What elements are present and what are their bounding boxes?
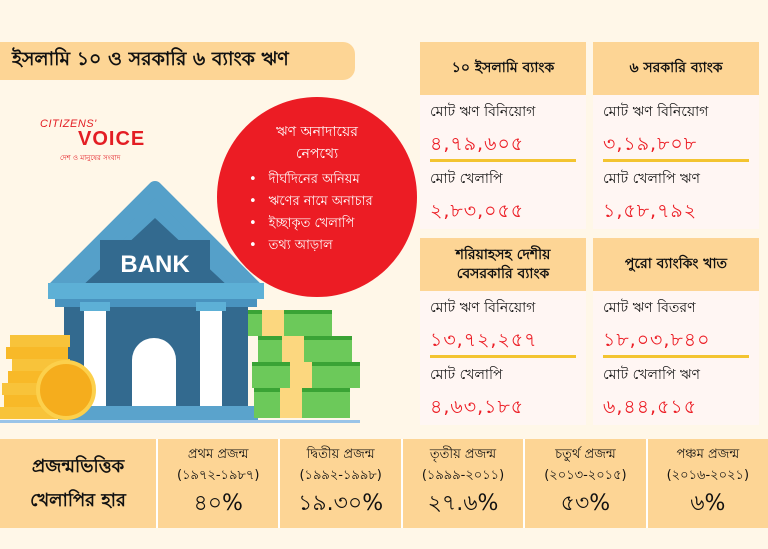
default-value: ৬,৪৪,৫১৫ — [603, 396, 698, 418]
loan-label: মোট ঋণ বিনিয়োগ — [430, 104, 536, 120]
generation-rate: ৫৩% — [560, 491, 611, 516]
cash-stack-icon — [248, 310, 360, 418]
coin-stack-icon — [0, 335, 96, 420]
reason-item: তথ্য আড়াল — [249, 235, 417, 257]
generation-name: দ্বিতীয় প্রজন্ম — [306, 447, 375, 462]
default-label: মোট খেলাপি — [430, 367, 503, 383]
generation-strip-title: প্রজন্মভিত্তিক খেলাপির হার — [0, 439, 158, 528]
default-label: মোট খেলাপি — [430, 171, 503, 187]
card-row-loan: মোট ঋণ বিনিয়োগ ১৩,৭২,২৫৭ — [430, 291, 576, 358]
generation-name: তৃতীয় প্রজন্ম — [429, 447, 497, 462]
citizens-voice-logo: CITIZENS' VOICE দেশ ও মানুষের সংবাদ — [38, 118, 150, 162]
page-title: ইসলামি ১০ ও সরকারি ৬ ব্যাংক ঋণ — [12, 48, 289, 70]
generation-rate: ৬% — [690, 491, 726, 516]
card-state-banks: ৬ সরকারি ব্যাংক মোট ঋণ বিনিয়োগ ৩,১৯,৮০৮… — [593, 42, 759, 229]
generation-rate: ২৭.৬% — [427, 491, 499, 516]
card-title: শরিয়াহসহ দেশীয় বেসরকারি ব্যাংক — [420, 238, 586, 291]
card-row-loan: মোট ঋণ বিনিয়োগ ৩,১৯,৮০৮ — [603, 95, 749, 162]
generation-rate: ১৯.৩০% — [298, 491, 384, 516]
card-banking-sector: পুরো ব্যাংকিং খাত মোট ঋণ বিতরণ ১৮,০৩,৮৪০… — [593, 238, 759, 425]
card-title: ১০ ইসলামি ব্যাংক — [420, 42, 586, 95]
circle-heading-line2: নেপথ্যে — [295, 146, 339, 162]
card-row-default: মোট খেলাপি ৪,৬৩,১৮৫ — [420, 358, 586, 425]
default-value: ৪,৬৩,১৮৫ — [430, 396, 525, 418]
reason-item: ঋণের নামে অনাচার — [249, 191, 417, 213]
generation-default-rates: প্রজন্মভিত্তিক খেলাপির হার প্রথম প্রজন্ম… — [0, 439, 768, 528]
loan-value: ১৩,৭২,২৫৭ — [430, 329, 538, 351]
generation-col: দ্বিতীয় প্রজন্ম (১৯৯২-১৯৯৮) ১৯.৩০% — [280, 439, 403, 528]
logo-line1: CITIZENS' — [40, 118, 97, 130]
circle-heading-line1: ঋণ অনাদায়ের — [275, 124, 359, 140]
default-label: মোট খেলাপি ঋণ — [603, 367, 700, 383]
card-private-banks: শরিয়াহসহ দেশীয় বেসরকারি ব্যাংক মোট ঋণ … — [420, 238, 586, 425]
card-row-loan: মোট ঋণ বিনিয়োগ ৪,৭৯,৬০৫ — [430, 95, 576, 162]
loan-value: ১৮,০৩,৮৪০ — [603, 329, 711, 351]
loan-label: মোট ঋণ বিনিয়োগ — [430, 300, 536, 316]
generation-years: (২০১৬-২০২১) — [666, 468, 750, 483]
reason-item: দীর্ঘদিনের অনিয়ম — [249, 169, 417, 191]
card-title: ৬ সরকারি ব্যাংক — [593, 42, 759, 95]
card-islami-banks: ১০ ইসলামি ব্যাংক মোট ঋণ বিনিয়োগ ৪,৭৯,৬০… — [420, 42, 586, 229]
card-row-default: মোট খেলাপি ২,৮৩,০৫৫ — [420, 162, 586, 229]
generation-col: পঞ্চম প্রজন্ম (২০১৬-২০২১) ৬% — [648, 439, 768, 528]
bank-label: BANK — [120, 251, 190, 278]
loan-label: মোট ঋণ বিনিয়োগ — [603, 104, 709, 120]
card-title: পুরো ব্যাংকিং খাত — [593, 238, 759, 291]
generation-years: (১৯৯২-১৯৯৮) — [299, 468, 382, 483]
card-row-default: মোট খেলাপি ঋণ ৬,৪৪,৫১৫ — [593, 358, 759, 425]
generation-years: (১৯৭২-১৯৮৭) — [177, 468, 260, 483]
generation-years: (২০১৩-২০১৫) — [544, 468, 627, 483]
generation-col: প্রথম প্রজন্ম (১৯৭২-১৯৮৭) ৪০% — [158, 439, 281, 528]
loan-value: ৪,৭৯,৬০৫ — [430, 133, 525, 155]
default-label: মোট খেলাপি ঋণ — [603, 171, 700, 187]
loan-label: মোট ঋণ বিতরণ — [603, 300, 696, 316]
default-reasons-circle: ঋণ অনাদায়ের নেপথ্যে দীর্ঘদিনের অনিয়ম ঋ… — [217, 97, 417, 297]
loan-value: ৩,১৯,৮০৮ — [603, 133, 698, 155]
title-banner: ইসলামি ১০ ও সরকারি ৬ ব্যাংক ঋণ — [0, 42, 355, 80]
gen-title-line1: প্রজন্মভিত্তিক — [31, 455, 125, 477]
logo-tagline: দেশ ও মানুষের সংবাদ — [60, 154, 121, 162]
generation-rate: ৪০% — [193, 491, 243, 516]
default-value: ২,৮৩,০৫৫ — [430, 200, 525, 222]
generation-years: (১৯৯৯-২০১১) — [421, 468, 505, 483]
bank-illustration: BANK — [0, 181, 360, 423]
gen-title-line2: খেলাপির হার — [30, 489, 126, 511]
generation-name: প্রথম প্রজন্ম — [187, 447, 249, 462]
card-row-default: মোট খেলাপি ঋণ ১,৫৮,৭৯২ — [593, 162, 759, 229]
reason-item: ইচ্ছাকৃত খেলাপি — [249, 213, 417, 235]
generation-col: তৃতীয় প্রজন্ম (১৯৯৯-২০১১) ২৭.৬% — [403, 439, 526, 528]
generation-col: চতুর্থ প্রজন্ম (২০১৩-২০১৫) ৫৩% — [525, 439, 648, 528]
card-row-loan: মোট ঋণ বিতরণ ১৮,০৩,৮৪০ — [603, 291, 749, 358]
generation-name: পঞ্চম প্রজন্ম — [676, 447, 740, 462]
logo-line2: VOICE — [78, 128, 146, 150]
default-value: ১,৫৮,৭৯২ — [603, 200, 698, 222]
reasons-list: দীর্ঘদিনের অনিয়ম ঋণের নামে অনাচার ইচ্ছা… — [249, 169, 417, 257]
generation-name: চতুর্থ প্রজন্ম — [555, 447, 616, 462]
